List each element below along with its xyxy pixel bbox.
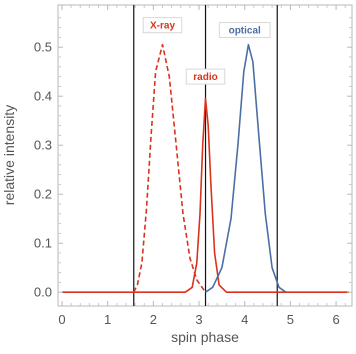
y-tick-label: 0.3 <box>34 138 52 153</box>
x-tick-label: 5 <box>287 312 294 327</box>
x-ticks: 0 1 2 3 4 5 6 <box>58 5 346 327</box>
y-tick-label: 0.5 <box>34 40 52 55</box>
label-xray: X-ray <box>142 17 183 34</box>
label-radio: radio <box>185 68 226 85</box>
label-box <box>185 68 226 85</box>
x-tick-label: 0 <box>58 312 65 327</box>
series-line-optical <box>205 43 287 293</box>
x-axis-label: spin phase <box>171 329 239 345</box>
x-tick-label: 1 <box>104 312 111 327</box>
label-text: optical <box>229 26 261 37</box>
x-tick-label: 6 <box>332 312 339 327</box>
y-tick-label: 0.0 <box>34 285 52 300</box>
curves <box>62 43 349 293</box>
x-tick-label: 2 <box>150 312 157 327</box>
y-axis-label: relative intensity <box>1 105 17 205</box>
label-box <box>142 17 183 34</box>
vertical-lines <box>133 5 278 306</box>
label-text: X-ray <box>150 21 175 32</box>
y-tick-label: 0.1 <box>34 236 52 251</box>
y-ticks: 0.0 0.1 0.2 0.3 0.4 0.5 <box>34 17 352 300</box>
x-tick-label: 3 <box>195 312 202 327</box>
label-box <box>218 22 271 39</box>
series-line-radio <box>62 97 349 293</box>
label-optical: optical <box>218 22 271 39</box>
label-text: radio <box>193 72 217 83</box>
x-tick-label: 4 <box>241 312 248 327</box>
series-line-x-ray <box>132 43 207 293</box>
y-tick-label: 0.2 <box>34 187 52 202</box>
annotations: X-ray radio optical <box>142 17 271 85</box>
y-tick-label: 0.4 <box>34 89 52 104</box>
